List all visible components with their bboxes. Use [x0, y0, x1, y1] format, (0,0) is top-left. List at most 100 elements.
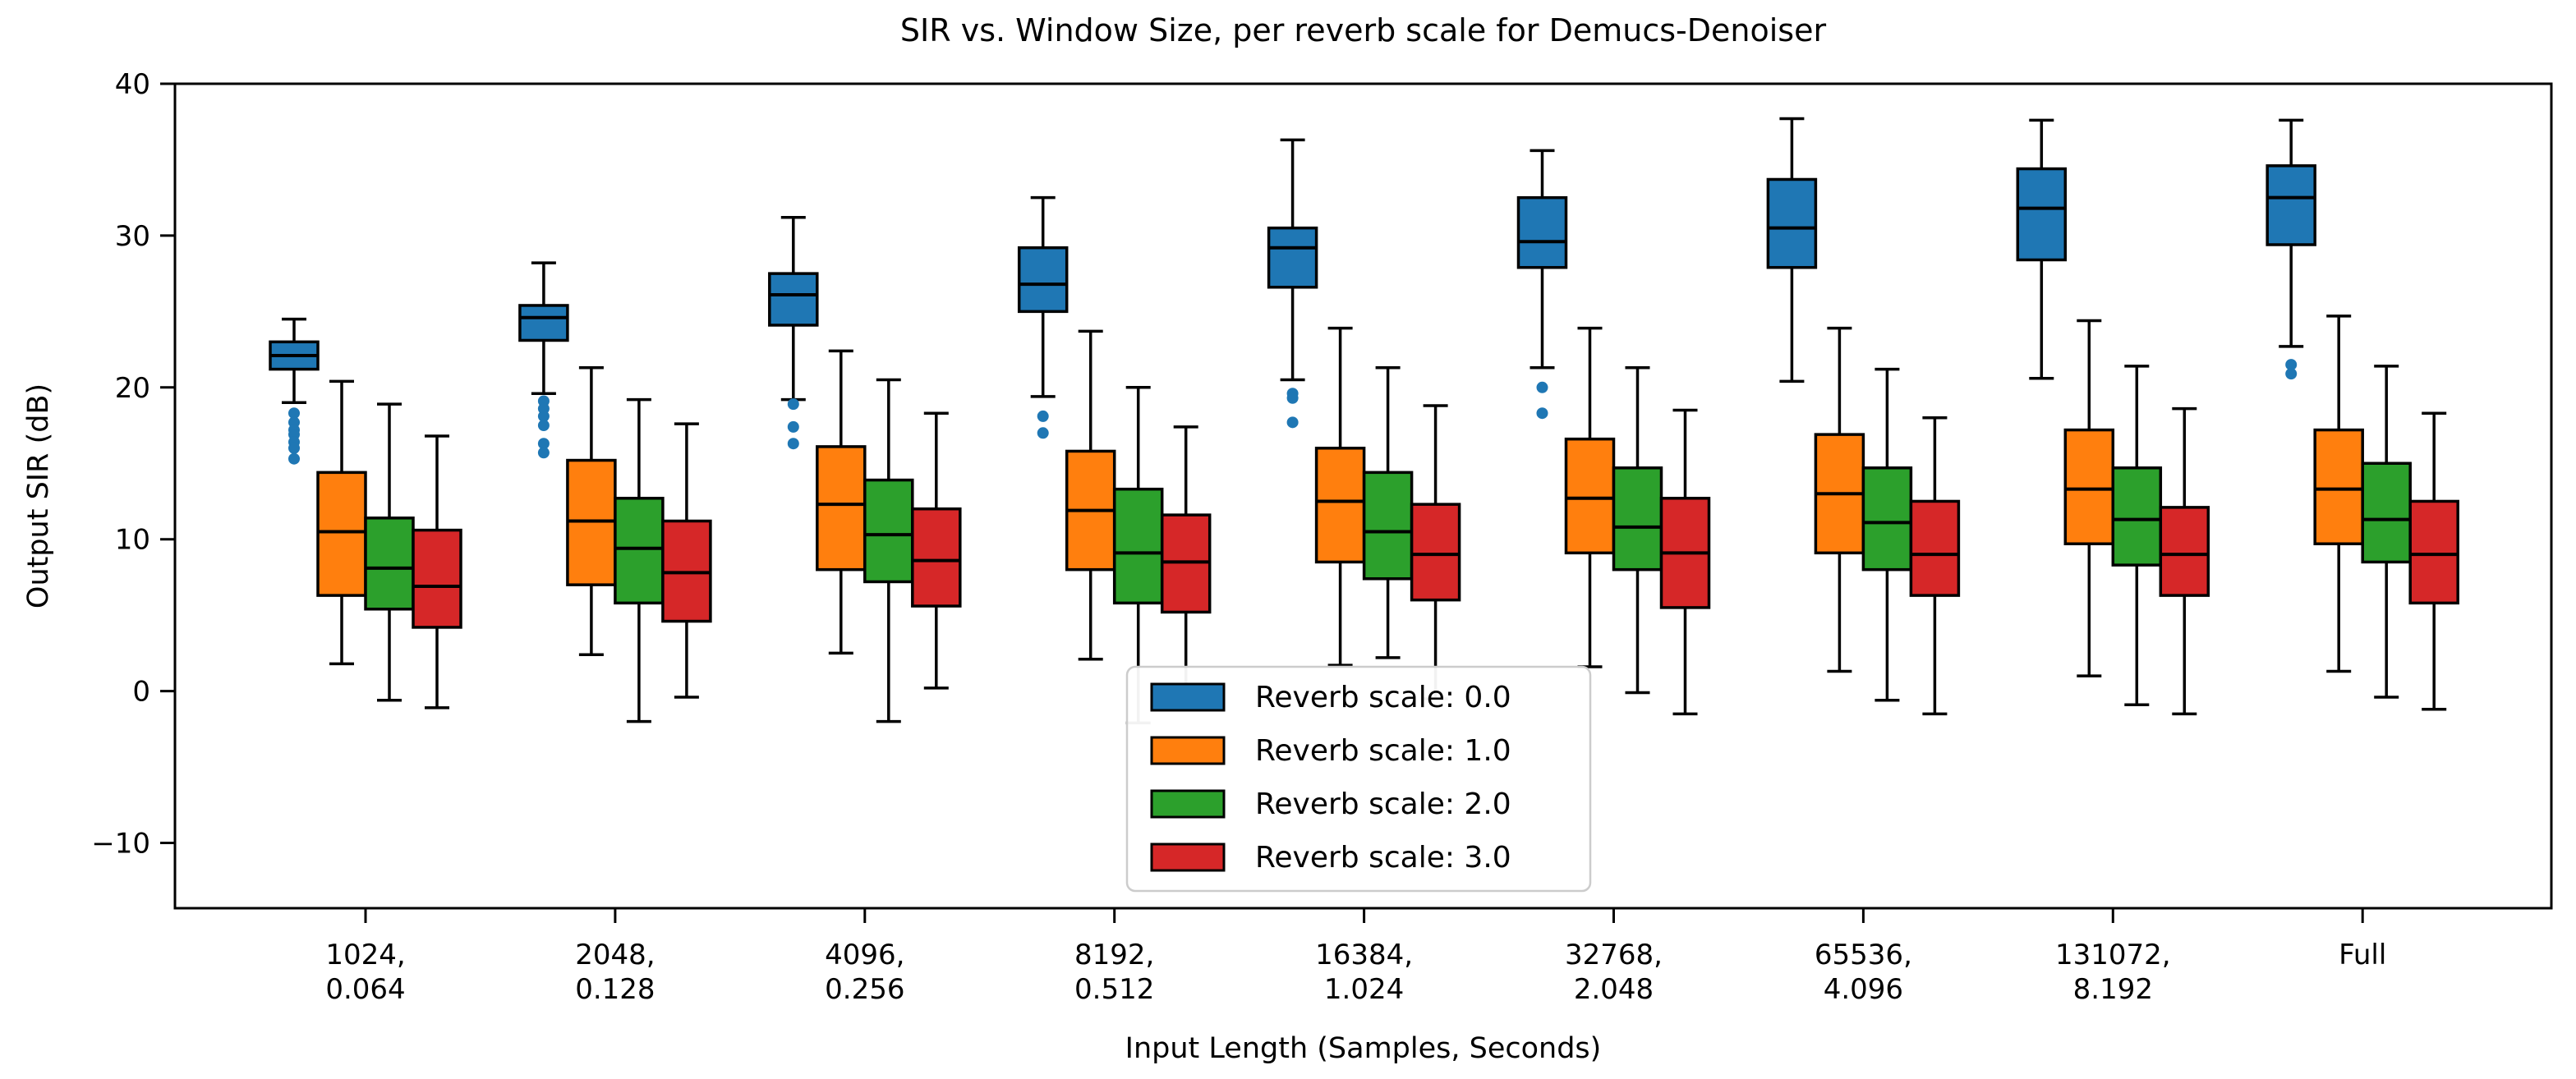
x-tick-label: 2.048: [1574, 973, 1654, 1006]
x-tick-label: 0.256: [825, 973, 904, 1006]
chart-title: SIR vs. Window Size, per reverb scale fo…: [900, 12, 1827, 48]
x-tick-label: 131072,: [2055, 939, 2171, 971]
box-group-1-series-2: [364, 402, 415, 702]
box-rect: [1612, 466, 1663, 572]
box-rect: [2159, 506, 2210, 597]
box-group-6-series-0: [1516, 149, 1568, 420]
x-tick-label: 0.512: [1074, 973, 1154, 1006]
flier-dot: [537, 410, 550, 422]
y-tick-label: 0: [132, 676, 150, 709]
box-rect: [1861, 466, 1913, 572]
flier-dot: [1037, 427, 1049, 439]
x-tick-label: 2048,: [575, 939, 655, 971]
x-tick-label: Full: [2339, 939, 2386, 971]
flier-dot: [537, 438, 550, 450]
legend-label: Reverb scale: 1.0: [1255, 734, 1511, 768]
box-group-7-series-2: [1861, 367, 1913, 702]
box-rect: [1314, 447, 1366, 564]
flier-dot: [1536, 407, 1548, 420]
series-0: [269, 117, 2316, 465]
box-group-2-series-0: [518, 261, 569, 459]
flier-dot: [1286, 416, 1299, 429]
flier-dot: [1286, 392, 1299, 404]
box-group-4-series-1: [1065, 329, 1116, 661]
box-rect: [1267, 226, 1318, 289]
x-tick-label: 0.128: [575, 973, 655, 1006]
x-tick-label: 1.024: [1324, 973, 1404, 1006]
box-rect: [1909, 499, 1961, 597]
flier-dot: [2285, 359, 2298, 371]
x-tick-label: 4096,: [825, 939, 904, 971]
legend-label: Reverb scale: 3.0: [1255, 841, 1511, 875]
box-rect: [316, 471, 367, 597]
box-group-5-series-0: [1267, 138, 1318, 429]
box-group-7-series-0: [1766, 117, 1818, 383]
flier-dot: [1037, 410, 1049, 422]
box-group-3-series-2: [863, 378, 914, 723]
box-rect: [1766, 177, 1818, 269]
box-group-1-series-0: [269, 317, 320, 465]
flier-dot: [537, 447, 550, 459]
box-rect: [816, 445, 867, 572]
x-tick-label: 4.096: [1824, 973, 1903, 1006]
box-group-3-series-3: [911, 411, 962, 690]
y-tick-label: −10: [91, 827, 150, 860]
y-tick-label: 20: [115, 372, 150, 405]
box-rect: [2016, 167, 2068, 262]
box-group-8-series-3: [2159, 406, 2210, 716]
x-tick-label: 16384,: [1315, 939, 1413, 971]
x-tick-label: 8192,: [1074, 939, 1154, 971]
flier-dot: [288, 452, 300, 465]
box-rect: [2111, 466, 2163, 567]
x-tick-label: 0.064: [325, 973, 405, 1006]
legend-swatch: [1150, 789, 1226, 819]
series-1: [316, 315, 2364, 677]
box-rect: [518, 304, 569, 342]
box-rect: [1112, 487, 1164, 605]
box-group-2-series-1: [566, 366, 617, 656]
flier-dot: [787, 420, 799, 433]
box-group-1-series-3: [412, 434, 462, 709]
box-group-3-series-1: [816, 349, 867, 655]
legend: [1125, 665, 1592, 893]
box-group-7-series-1: [1814, 326, 1865, 673]
box-rect: [1410, 503, 1461, 602]
flier-dot: [288, 407, 300, 420]
box-rect: [911, 507, 962, 608]
x-tick-label: 1024,: [325, 939, 405, 971]
box-rect: [2408, 499, 2459, 605]
box-rect: [614, 497, 665, 605]
box-group-4-series-0: [1017, 195, 1069, 439]
legend-label: Reverb scale: 0.0: [1255, 681, 1511, 714]
legend-label: Reverb scale: 2.0: [1255, 787, 1511, 821]
box-group-8-series-1: [2063, 319, 2115, 677]
flier-dot: [288, 442, 300, 454]
box-group-6-series-1: [1564, 326, 1616, 668]
box-rect: [1516, 195, 1568, 269]
x-tick-label: 32768,: [1565, 939, 1663, 971]
legend-swatch: [1150, 843, 1226, 872]
box-rect: [768, 272, 819, 327]
flier-dot: [537, 420, 550, 432]
flier-dot: [787, 398, 799, 411]
box-rect: [2266, 164, 2316, 246]
flier-dot: [1536, 381, 1548, 393]
flier-dot: [2285, 368, 2298, 380]
box-group-7-series-3: [1909, 416, 1961, 716]
box-group-3-series-0: [768, 215, 819, 450]
box-rect: [2361, 461, 2412, 564]
x-tick-label: 65536,: [1815, 939, 1912, 971]
box-rect: [2313, 428, 2364, 545]
box-rect: [1017, 246, 1069, 314]
x-axis-label: Input Length (Samples, Seconds): [1125, 1032, 1602, 1065]
box-group-6-series-2: [1612, 366, 1663, 695]
box-group-5-series-3: [1410, 404, 1461, 700]
box-rect: [1564, 437, 1616, 555]
box-group-9-series-0: [2266, 118, 2316, 380]
legend-swatch: [1150, 736, 1226, 765]
x-tick-label: 8.192: [2073, 973, 2153, 1006]
box-group-6-series-3: [1659, 408, 1711, 716]
box-rect: [863, 478, 914, 584]
